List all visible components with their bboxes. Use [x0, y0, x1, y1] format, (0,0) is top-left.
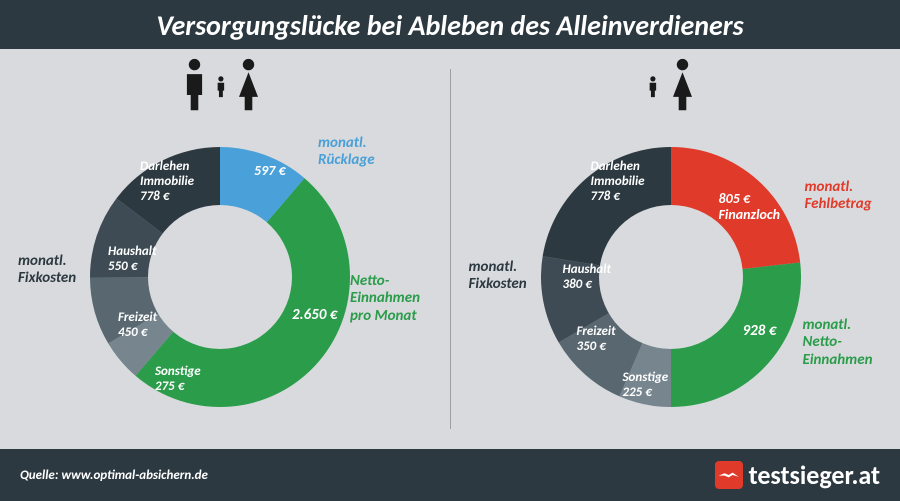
slice-label-slate2: Haushalt550 € [108, 245, 156, 275]
main-panels: 2.650 € 597 € DarlehenImmobilie778 € Hausha… [0, 49, 900, 449]
brand: testsieger.at [715, 459, 880, 491]
family-partial-icon [643, 55, 707, 120]
footer-bar: Quelle: www.optimal-absichern.de testsie… [0, 449, 900, 501]
ext-label-0: monatl.Fehlbetrag [805, 179, 872, 214]
slice-label-slate3: Freizeit450 € [118, 311, 157, 341]
donut-chart [90, 147, 350, 407]
slice-label-slate3: Freizeit350 € [577, 325, 616, 355]
brand-text: testsieger.at [749, 459, 880, 491]
slice-label-green: 2.650 € [292, 307, 337, 324]
slice-label-red: 805 €Finanzloch [719, 191, 781, 223]
page-title: Versorgungslücke bei Ableben des Alleinv… [0, 0, 900, 49]
family-full-icon [181, 55, 269, 120]
slice-label-slate1: DarlehenImmobilie778 € [140, 160, 194, 205]
slice-label-blue: 597 € [254, 163, 286, 179]
source-line: Quelle: www.optimal-absichern.de [20, 468, 208, 483]
slice-label-slate4: Sonstige275 € [155, 365, 201, 395]
slice-label-slate1: DarlehenImmobilie778 € [591, 160, 645, 205]
slice-label-slate4: Sonstige225 € [623, 371, 669, 401]
ext-label-1: monatl.Netto-Einnahmen [803, 317, 873, 369]
ext-label-0: monatl.Rücklage [318, 135, 375, 170]
brand-icon [715, 461, 743, 489]
ext-label-2: monatl.Fixkosten [469, 259, 527, 294]
ext-label-2: monatl.Fixkosten [18, 253, 76, 288]
panel-right: 928 € 805 €Finanzloch DarlehenImmobilie778… [451, 49, 900, 449]
panel-left: 2.650 € 597 € DarlehenImmobilie778 € Hausha… [0, 49, 450, 449]
slice-label-slate2: Haushalt380 € [563, 263, 611, 293]
slice-label-green: 928 € [743, 323, 777, 340]
ext-label-1: Netto-Einnahmenpro Monat [350, 273, 420, 325]
